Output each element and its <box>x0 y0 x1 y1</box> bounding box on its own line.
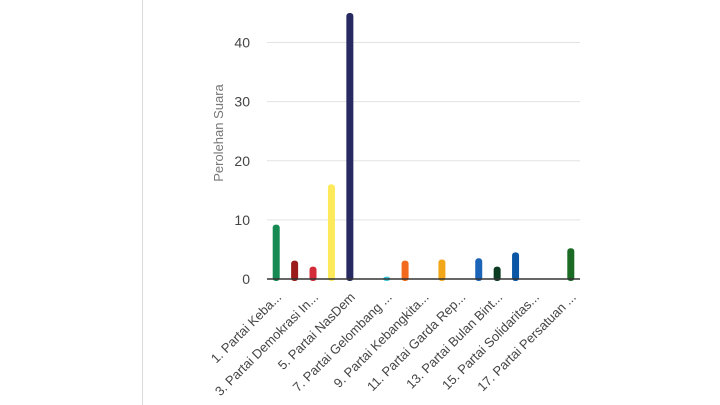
bar <box>401 260 409 281</box>
y-tick-label: 40 <box>234 35 250 51</box>
y-tick-label: 0 <box>242 271 250 287</box>
frame-divider-line <box>142 0 143 405</box>
gridlines <box>267 42 580 221</box>
bar <box>567 248 575 281</box>
y-tick-label: 10 <box>234 212 250 228</box>
bar <box>493 266 501 281</box>
bar <box>438 259 446 281</box>
x-axis-labels: 1. Partai Keba...3. Partai Demokrasi In.… <box>208 290 579 399</box>
y-tick-label: 20 <box>234 153 250 169</box>
bar <box>475 258 483 281</box>
bar <box>512 252 520 281</box>
y-tick-label: 30 <box>234 94 250 110</box>
bar <box>291 260 299 281</box>
y-axis-title: Perolehan Suara <box>211 83 226 181</box>
bar <box>309 266 317 281</box>
bar <box>346 13 354 281</box>
bars <box>272 13 575 281</box>
bar <box>327 184 335 281</box>
bar <box>272 224 280 281</box>
y-axis-ticks: 0 10 20 30 40 <box>234 35 250 287</box>
